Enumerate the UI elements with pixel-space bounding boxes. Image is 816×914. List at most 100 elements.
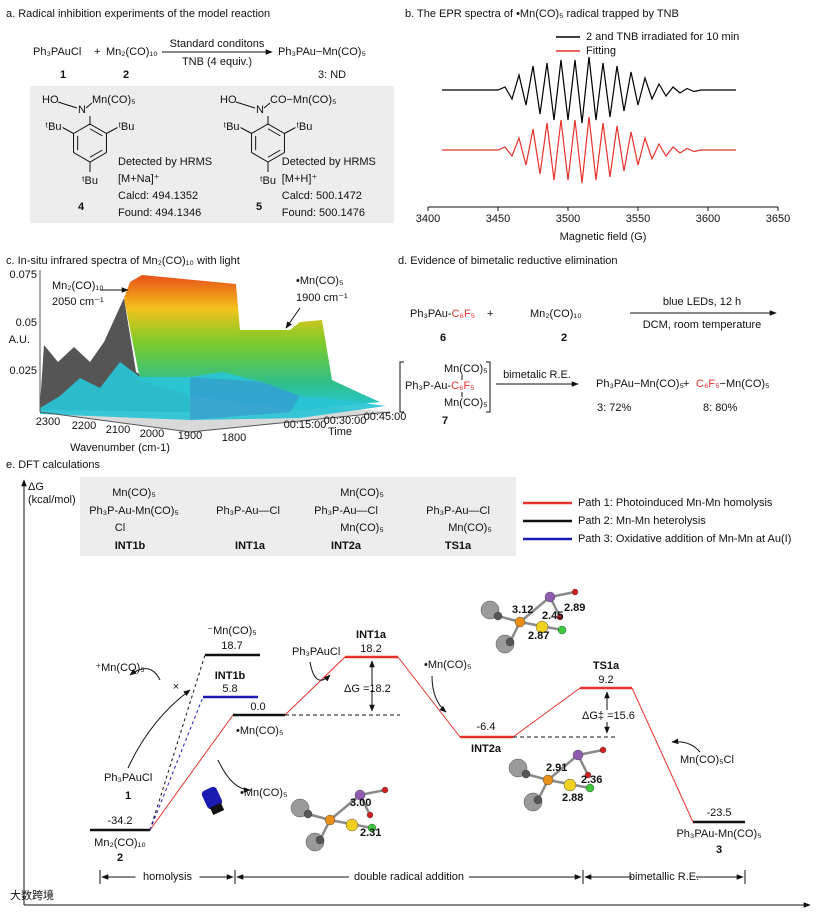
tick-label: 2000 [140, 428, 164, 440]
bond [235, 101, 256, 109]
label: ᵗBu [260, 175, 276, 187]
label: b. The EPR spectra of •Mn(CO)₅ radical t… [405, 8, 679, 20]
label: ⁺Mn(CO)₅ [95, 662, 144, 674]
tick-label: 0.075 [9, 269, 37, 281]
tick-label: 0.05 [16, 317, 37, 329]
label: INT2a [331, 540, 362, 552]
label: Ph₃P-Au—Cl [426, 505, 490, 517]
spectrum-line [442, 116, 736, 184]
label: N [78, 104, 86, 116]
label: 7 [442, 415, 448, 427]
bond [329, 794, 361, 821]
tick-label: 00:15:00 [284, 419, 327, 431]
atom [571, 588, 579, 596]
x-tick-label: 3500 [556, 213, 580, 225]
label: 2 [561, 332, 567, 344]
watermark: 大数跨境 [10, 888, 54, 902]
label: 2 [117, 852, 123, 864]
spectrum-surface [124, 275, 380, 410]
curved-arrow [671, 738, 701, 753]
distance-label: 3.00 [350, 797, 371, 809]
atom [505, 637, 515, 647]
label: Mn₂(CO)₁₀ [94, 837, 146, 849]
label: Cl [115, 522, 125, 534]
label: Ph₃PAu−Mn(CO)₅ [278, 46, 366, 58]
double-bond [89, 149, 103, 158]
label: INT1a [235, 540, 266, 552]
label: •Mn(CO)₅ [424, 659, 471, 671]
label: INT2a [471, 743, 502, 755]
label: 3: 72% [597, 402, 631, 414]
path-line [149, 654, 206, 831]
path-line [397, 656, 461, 738]
label: [M+Na]⁺ [118, 173, 160, 185]
tick-label: 1900 [178, 430, 202, 442]
label: 1 [60, 69, 66, 81]
legend-label: Path 3: Oxidative addition of Mn-Mn at A… [578, 533, 791, 545]
bond [519, 596, 551, 623]
atom [303, 809, 313, 819]
bond [106, 127, 118, 134]
tick-label: 00:45:00 [364, 411, 407, 423]
label: 5 [256, 201, 262, 213]
label: ᵗBu [296, 121, 312, 133]
label-part: Ph₃P-Au- [405, 380, 451, 392]
path-line [149, 714, 234, 831]
distance-label: 2.31 [360, 827, 381, 839]
label: C₆F₅−Mn(CO)₅ [696, 378, 770, 390]
legend-label: Path 2: Mn-Mn heterolysis [578, 515, 706, 527]
spectrum-shade [190, 377, 300, 420]
intermediate-box [80, 477, 516, 556]
label: ΔG =18.2 [344, 683, 391, 695]
label: 8: 80% [703, 402, 737, 414]
curved-arrow [127, 689, 191, 769]
bracket [486, 361, 491, 413]
label: ᵗBu [46, 121, 62, 133]
distance-label: 2.88 [562, 792, 583, 804]
label: bimetallic R.E. [629, 871, 699, 883]
label-part: C₆F₅ [696, 378, 720, 390]
spectrum-line [442, 56, 736, 124]
distance-label: 3.12 [512, 604, 533, 616]
atom [533, 795, 543, 805]
atom [514, 616, 526, 628]
label: [M+H]⁺ [282, 173, 318, 185]
atom [535, 620, 549, 634]
label: Ph₃PAuCl [104, 772, 152, 784]
legend-label: Path 1: Photoinduced Mn-Mn homolysis [578, 497, 773, 509]
label: 18.7 [221, 640, 242, 652]
label: Ph₃P-Au—Cl [314, 505, 378, 517]
atom [542, 774, 554, 786]
label: Found: 500.1476 [282, 207, 365, 219]
label: Ph₃PAuCl [33, 46, 81, 58]
label: Mn(CO)₅ [448, 522, 492, 534]
x-tick-label: 3400 [416, 213, 440, 225]
atom [324, 814, 336, 826]
bond [57, 101, 78, 109]
curved-arrow [217, 759, 251, 793]
distance-label: 2.91 [546, 762, 567, 774]
label: 1900 cm⁻¹ [296, 292, 348, 304]
label: 4 [78, 201, 85, 213]
label: ⁻Mn(CO)₅ [207, 625, 256, 637]
label: ΔG [28, 481, 44, 493]
atom [521, 769, 531, 779]
tick-label: 00:30:00 [324, 415, 367, 427]
label: Ph₃PAuCl [292, 646, 340, 658]
label: d. Evidence of bimetalic reductive elimi… [398, 255, 618, 267]
double-bond [267, 149, 281, 158]
distance-label: 2.36 [581, 774, 602, 786]
label: Ph₃PAu−Mn(CO)₅ [596, 378, 684, 390]
bond [284, 127, 296, 134]
label: Mn(CO)₅Cl [680, 754, 734, 766]
label: Ph₃P-Au-Mn(CO)₅ [89, 505, 179, 517]
label: 1 [125, 790, 131, 802]
label: Mn(CO)₅ [340, 487, 384, 499]
x-axis-label: Magnetic field (G) [560, 231, 647, 243]
atom [544, 591, 556, 603]
annotation-arrow [285, 307, 301, 329]
label: 3: ND [318, 69, 346, 81]
label: double radical addition [354, 871, 464, 883]
label: 2 [123, 69, 129, 81]
